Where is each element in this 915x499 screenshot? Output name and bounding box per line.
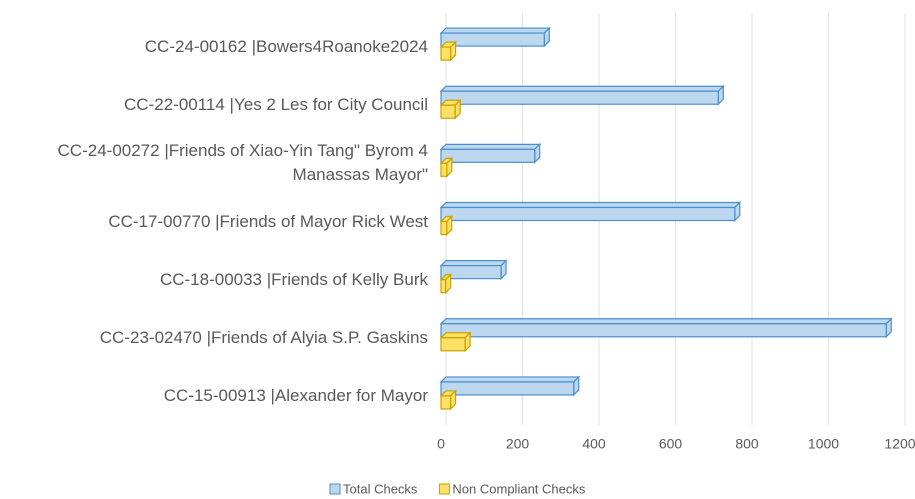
legend-swatch — [438, 483, 450, 495]
bar — [439, 142, 542, 164]
y-tick-label: CC-22-00114 |Yes 2 Les for City Council — [124, 95, 428, 115]
bar-face — [440, 90, 719, 105]
bar-face — [440, 206, 736, 222]
legend-swatch — [329, 483, 341, 495]
bar-face — [440, 148, 536, 163]
bar-face — [439, 260, 508, 267]
bar — [439, 156, 454, 178]
x-tick-label: 1000 — [808, 436, 839, 452]
bar-face — [440, 381, 575, 396]
bar-face — [440, 162, 448, 177]
bar-face — [440, 46, 452, 61]
x-tick-label: 1200 — [884, 436, 915, 452]
bar — [439, 317, 893, 339]
x-tick-label: 200 — [506, 436, 530, 452]
bar — [439, 84, 725, 106]
bar — [439, 40, 458, 62]
bar-face — [440, 32, 545, 47]
bar — [439, 201, 742, 222]
bar-face — [439, 143, 542, 150]
x-tick-label: 800 — [735, 436, 759, 452]
bar-face — [440, 265, 502, 280]
y-tick-label: CC-23-02470 |Friends of Alyia S.P. Gaski… — [99, 327, 428, 347]
bar-face — [440, 337, 466, 352]
bar — [439, 215, 454, 236]
y-tick-label: CC-18-00033 |Friends of Kelly Burk — [159, 269, 428, 289]
bar-face — [440, 220, 448, 236]
bar-face — [439, 376, 581, 383]
legend-label: Non Compliant Checks — [452, 481, 585, 496]
bar-face — [439, 201, 742, 209]
bar-face — [440, 395, 452, 410]
bar — [439, 98, 462, 120]
legend-label: Total Checks — [343, 481, 418, 496]
y-tick-label: CC-24-00272 |Friends of Xiao-Yin Tang" B… — [57, 141, 428, 185]
bar-face — [440, 323, 887, 338]
bar-face — [439, 27, 551, 34]
bar-face — [439, 85, 725, 92]
bar — [439, 259, 508, 281]
x-tick-label: 400 — [582, 436, 606, 452]
bar — [439, 331, 472, 353]
x-tick-label: 0 — [437, 436, 445, 452]
bar — [439, 273, 453, 295]
bar — [439, 375, 581, 397]
bar — [439, 389, 458, 411]
x-tick-label: 600 — [659, 436, 683, 452]
y-tick-label: CC-24-00162 |Bowers4Roanoke2024 — [144, 37, 428, 57]
bar-face — [439, 318, 893, 325]
y-tick-label: CC-17-00770 |Friends of Mayor Rick West — [108, 211, 428, 231]
bar-face — [440, 279, 447, 294]
y-tick-label: CC-15-00913 |Alexander for Mayor — [163, 385, 428, 405]
bar — [439, 26, 551, 48]
bar-face — [440, 104, 456, 119]
